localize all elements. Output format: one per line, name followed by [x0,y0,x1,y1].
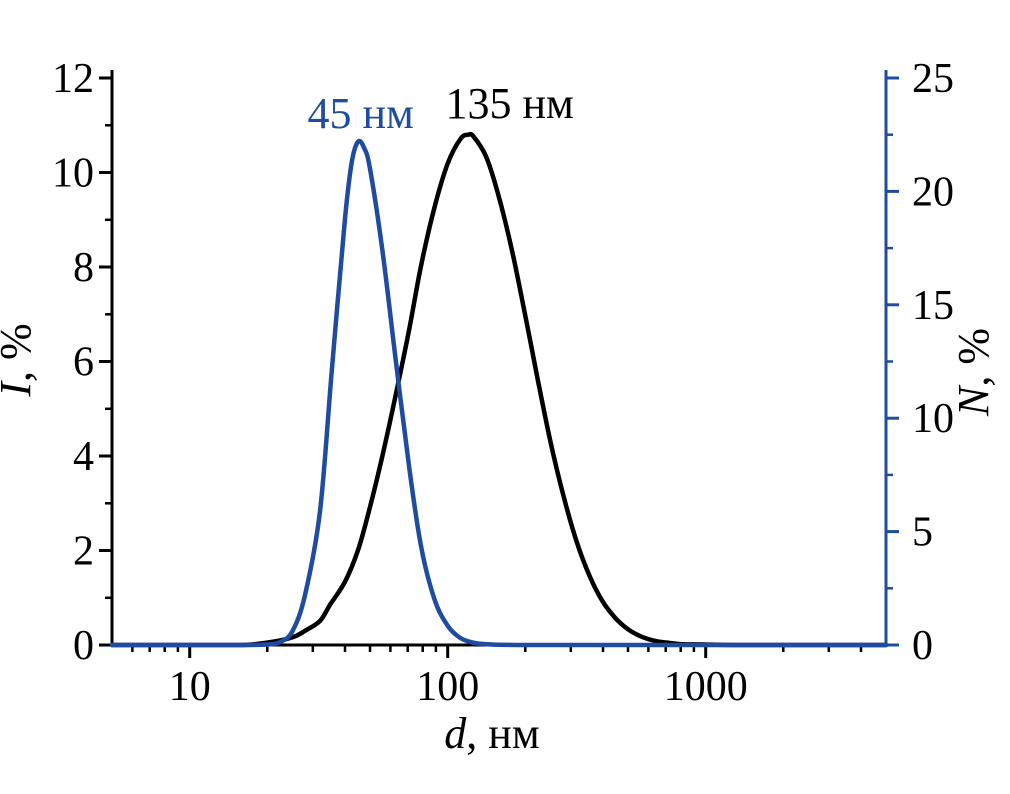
left-axis-ticks: 0 2 4 6 8 10 12 [52,56,112,669]
peak-label: 45 нм [308,89,414,138]
x-axis-ticks: 10 100 1000 [131,645,863,710]
right-tick-label: 15 [912,283,954,329]
x-axis-title: d, нм [444,709,539,758]
left-tick-label: 12 [52,56,94,102]
right-tick-label: 10 [912,396,954,442]
left-axis-title-unit: , % [0,323,40,382]
left-tick-label: 10 [52,151,94,197]
peak-labels: 45 нм 135 нм [308,79,574,138]
intensity-curve [109,131,889,648]
left-tick-label: 6 [73,340,94,386]
right-tick-label: 20 [912,169,954,215]
x-tick-label: 10 [169,664,211,710]
x-axis-title-variable: d [444,709,467,758]
right-tick-label: 25 [912,56,954,102]
right-tick-label: 5 [912,510,933,556]
right-axis-title-variable: N [949,384,998,417]
right-axis-ticks: 0 5 10 15 20 25 [886,56,954,669]
x-axis-title-unit: , нм [466,709,539,758]
right-tick-label: 0 [912,623,933,669]
left-axis-title: I, % [0,323,40,397]
distribution-curves [109,131,889,648]
number-curve [109,138,889,648]
right-axis-title-unit: , % [949,328,998,387]
left-tick-label: 4 [73,434,94,480]
left-tick-label: 0 [73,623,94,669]
x-tick-label: 100 [416,664,479,710]
peak-label: 135 нм [446,79,574,128]
left-axis-title-variable: I [0,380,40,398]
x-tick-label: 1000 [664,664,748,710]
left-tick-label: 2 [73,529,94,575]
left-tick-label: 8 [73,245,94,291]
right-axis-title: N, % [949,328,998,417]
